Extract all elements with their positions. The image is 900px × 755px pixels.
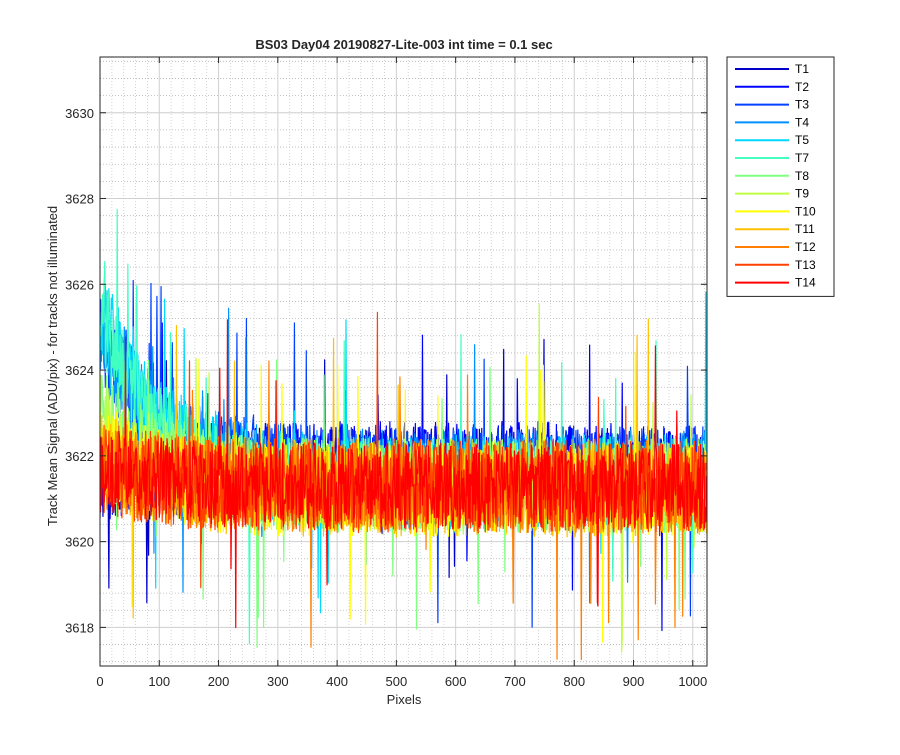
plot-area (100, 57, 707, 666)
axes-layer: 0 100 200 300 400 500 600 700 800 900 1000 3618 3620… (65, 56, 708, 689)
legend-label-t9: T9 (795, 187, 809, 201)
series-layer (100, 208, 707, 661)
grid-layer (99, 57, 707, 666)
y-tick-label: 3622 (65, 449, 94, 464)
y-tick-label: 3618 (65, 620, 94, 635)
chart-title: BS03 Day04 20190827-Lite-003 int time = … (255, 37, 552, 52)
y-tick-label: 3624 (65, 363, 94, 378)
legend-label-t14: T14 (795, 276, 816, 290)
legend-label-t7: T7 (795, 151, 809, 165)
x-tick-label: 200 (208, 674, 230, 689)
legend-label-t8: T8 (795, 169, 809, 183)
series-line-t14 (100, 319, 707, 629)
legend-label-t2: T2 (795, 80, 809, 94)
y-tick-label: 3626 (65, 277, 94, 292)
legend-label-t4: T4 (795, 115, 809, 129)
legend-label-t11: T11 (795, 222, 815, 236)
x-tick-label: 400 (326, 674, 348, 689)
x-tick-label: 500 (386, 674, 408, 689)
y-tick-label: 3630 (65, 106, 94, 121)
y-tick-label: 3628 (65, 192, 94, 207)
legend-label-t5: T5 (795, 133, 809, 147)
x-tick-label: 800 (563, 674, 585, 689)
x-tick-label: 900 (623, 674, 645, 689)
x-tick-label: 1000 (678, 674, 707, 689)
x-tick-label: 700 (504, 674, 526, 689)
x-tick-label: 0 (96, 674, 103, 689)
legend-label-t3: T3 (795, 98, 809, 112)
x-tick-label: 100 (148, 674, 170, 689)
legend-label-t1: T1 (795, 62, 809, 76)
legend: T1 T2 T3 T4 T5 T7 T8 T9 T10 T11 T12 T13 T14 (726, 56, 835, 297)
x-axis-label: Pixels (387, 692, 422, 707)
y-axis-label: Track Mean Signal (ADU/pix) - for tracks… (45, 206, 60, 526)
legend-label-t10: T10 (795, 204, 816, 218)
x-tick-label: 600 (445, 674, 467, 689)
legend-label-t13: T13 (795, 258, 816, 272)
legend-label-t12: T12 (795, 240, 816, 254)
y-tick-label: 3620 (65, 535, 94, 550)
axes-box (99, 56, 708, 667)
x-tick-label: 300 (267, 674, 289, 689)
